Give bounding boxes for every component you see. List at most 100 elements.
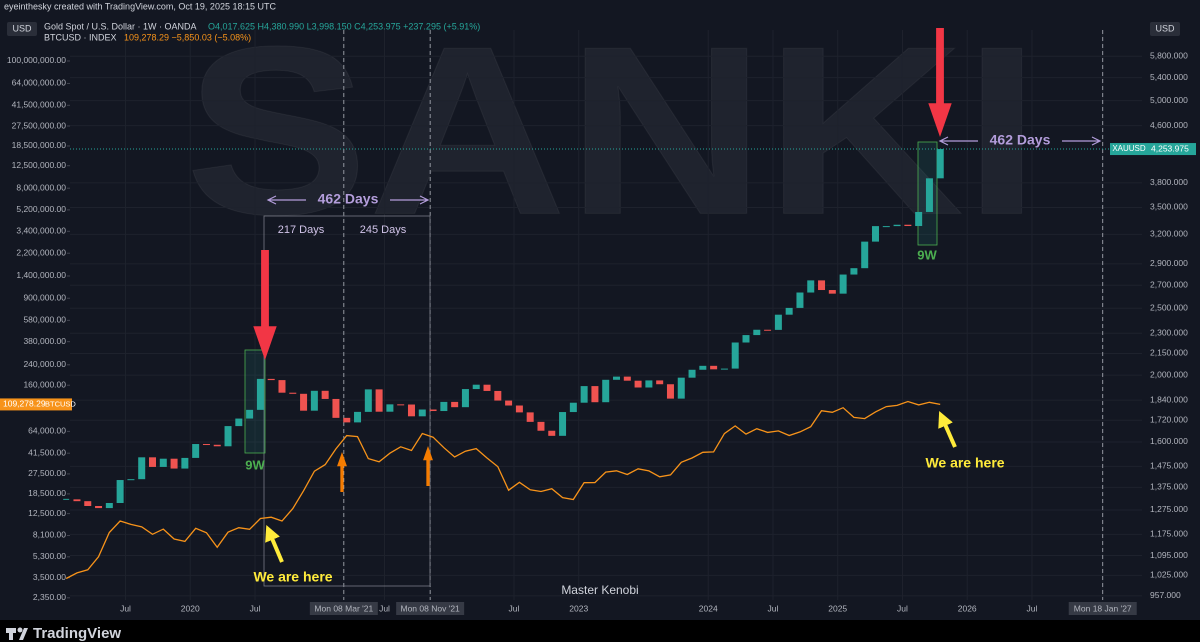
x-tick-label: Jul xyxy=(768,603,779,613)
candle-body xyxy=(375,389,383,412)
candle-body xyxy=(861,241,869,269)
candle-body xyxy=(666,384,674,399)
annotation: Master Kenobi xyxy=(561,583,638,597)
footer-bar xyxy=(0,620,1200,642)
currency-box[interactable] xyxy=(7,22,37,36)
y-tick-label: 41,500.00 xyxy=(28,447,66,457)
series-name: XAUUSD xyxy=(1112,144,1146,153)
y2-tick-label: 2,700.000 xyxy=(1150,279,1188,289)
candle-body xyxy=(343,417,351,423)
last-price: 109,278.29 xyxy=(3,399,46,409)
y2-tick-label: 2,150.000 xyxy=(1150,348,1188,358)
y2-tick-label: 3,500.000 xyxy=(1150,202,1188,212)
y-tick-label: 27,500.00 xyxy=(28,468,66,478)
candle-body xyxy=(397,404,405,406)
price-tag xyxy=(0,398,72,411)
watermark: SANKI xyxy=(185,0,1040,264)
y2-tick-label: 1,720.000 xyxy=(1150,415,1188,425)
y2-tick-label: 1,025.000 xyxy=(1150,570,1188,580)
candle-body xyxy=(548,430,556,436)
candle-body xyxy=(310,390,318,411)
candle-body xyxy=(559,412,567,436)
price-line xyxy=(65,400,941,580)
candle-body xyxy=(904,224,912,227)
candle-body xyxy=(915,211,923,227)
candle-body xyxy=(407,404,415,417)
x-tick-label: 2023 xyxy=(569,603,588,613)
time-tag xyxy=(1068,602,1137,615)
candle-body xyxy=(505,400,513,406)
candle-body xyxy=(235,418,243,427)
brand: TradingView xyxy=(33,625,121,642)
y2-tick-label: 1,600.000 xyxy=(1150,436,1188,446)
plot: SANKI 5,800.000 5,400.000 5,000.000 4,600.00… xyxy=(0,0,1196,615)
y2-tick-label: 1,275.000 xyxy=(1150,504,1188,514)
legend: Gold Spot / U.S. Dollar · 1W · OANDA xyxy=(44,21,197,31)
time-tag xyxy=(309,602,378,615)
y-tick-label: 5,300.00 xyxy=(33,551,66,561)
y-tick-label: 18,500.00 xyxy=(28,488,66,498)
highlight-box xyxy=(244,349,266,454)
legend: BTCUSD · INDEX xyxy=(44,32,117,42)
candle-body xyxy=(429,409,437,412)
measure-arrow xyxy=(938,136,1102,146)
candle-body xyxy=(256,378,264,410)
annotation: We are here xyxy=(925,455,1004,471)
x-tick-label: Jul xyxy=(120,603,131,613)
candle-body xyxy=(742,335,750,343)
y2-tick-label: 3,200.000 xyxy=(1150,229,1188,239)
y2-tick-label: 2,900.000 xyxy=(1150,258,1188,268)
y2-tick-label: 1,095.000 xyxy=(1150,550,1188,560)
candle-body xyxy=(461,389,469,408)
candle-body xyxy=(105,502,113,509)
candle-body xyxy=(882,226,890,228)
candle-body xyxy=(613,376,621,380)
candle-body xyxy=(159,458,167,467)
right-currency[interactable]: USD xyxy=(1155,23,1175,33)
y-tick-label: 12,500,000.00 xyxy=(12,160,67,170)
y2-tick-label: 2,000.000 xyxy=(1150,369,1188,379)
x-tick-label: Jul xyxy=(509,603,520,613)
candle-body xyxy=(526,412,534,422)
y-tick-label: 41,500,000.00 xyxy=(12,100,67,110)
y-tick-label: 27,500,000.00 xyxy=(12,120,67,130)
left-currency[interactable]: USD xyxy=(12,23,32,33)
candle-body xyxy=(213,444,221,447)
measure-arrow xyxy=(266,195,430,205)
candle-body xyxy=(451,401,459,408)
x-tick-label: Mon 08 Mar '21 xyxy=(314,603,373,613)
annotation: 9W xyxy=(245,457,265,472)
candle-body xyxy=(321,390,329,399)
candle-body xyxy=(764,329,772,331)
candle-body xyxy=(440,401,448,412)
x-tick-label: 2025 xyxy=(828,603,847,613)
series-tag xyxy=(1110,143,1148,156)
x-tick-label: 2024 xyxy=(699,603,718,613)
y-tick-label: 580,000.00 xyxy=(23,315,66,325)
y-tick-label: 1,400,000.00 xyxy=(16,270,66,280)
candle-body xyxy=(828,290,836,294)
candle-body xyxy=(278,380,286,393)
y-tick-label: 3,400,000.00 xyxy=(16,226,66,236)
candle-body xyxy=(818,280,826,291)
orange-arrow xyxy=(423,446,433,486)
candle-body xyxy=(645,380,653,388)
y2-tick-label: 4,600.000 xyxy=(1150,120,1188,130)
candle-body xyxy=(116,480,124,503)
candle-body xyxy=(95,505,103,509)
candle-body xyxy=(138,457,146,480)
y-tick-label: 8,100.00 xyxy=(33,530,66,540)
yellow-arrow xyxy=(938,411,957,448)
y2-tick-label: 5,000.000 xyxy=(1150,95,1188,105)
orange-arrow xyxy=(337,452,347,492)
candle-body xyxy=(537,421,545,431)
y2-tick-label: 2,300.000 xyxy=(1150,327,1188,337)
candle-body xyxy=(148,457,156,467)
candle-body xyxy=(785,307,793,315)
y2-tick-label: 2,500.000 xyxy=(1150,303,1188,313)
candle-body xyxy=(925,178,933,212)
currency-box[interactable] xyxy=(1150,22,1180,36)
y-tick-label: 5,200,000.00 xyxy=(16,204,66,214)
